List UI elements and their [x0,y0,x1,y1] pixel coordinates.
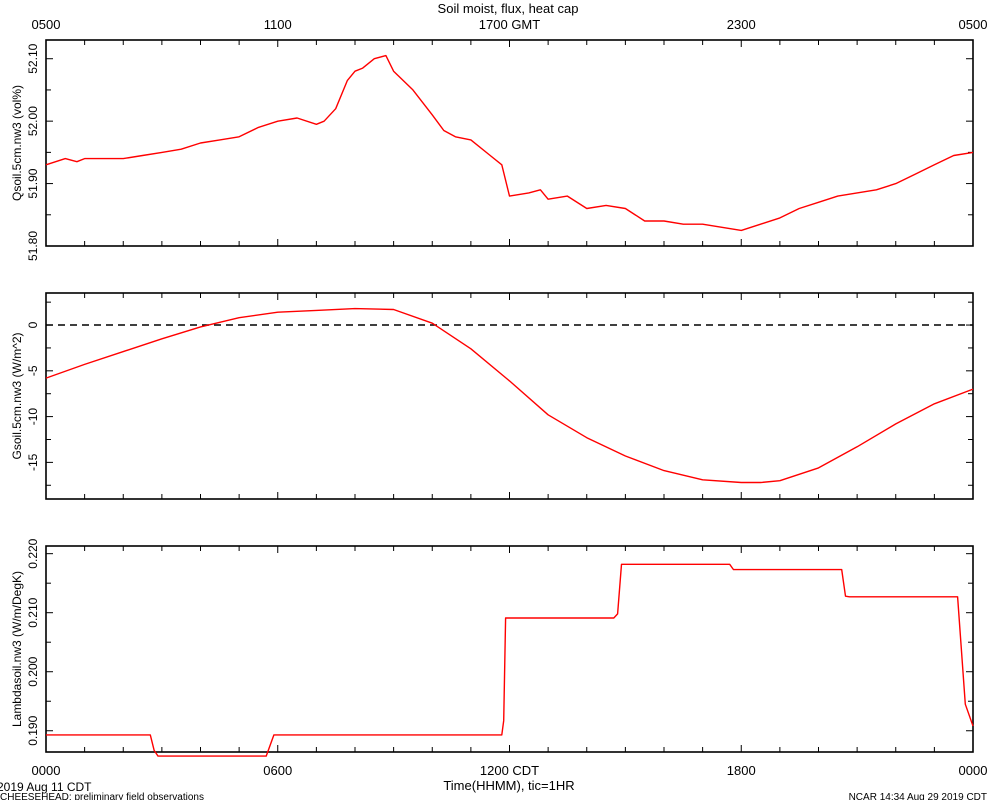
top-tick-label-4: 0500 [959,17,988,32]
y-axis-label-p2: Gsoil.5cm.nw3 (W/m^2) [10,333,24,460]
y-axis-label-p1: Qsoil.5cm.nw3 (vol%) [10,85,24,201]
top-axis-labels: 0500 1100 1700 GMT 2300 0500 [32,17,988,32]
y-tick-label-p2-1: -10 [26,408,40,426]
start-date-label: 2019 Aug 11 CDT [0,780,92,794]
panel-2-frame [45,292,974,500]
footer-right: NCAR 14:34 Aug 29 2019 CDT [849,792,987,800]
y-tick-label-p2-0: -15 [26,453,40,471]
y-tick-label-p2-2: -5 [26,365,40,376]
bottom-tick-label-0: 0000 [32,763,61,778]
top-tick-label-2: 1700 GMT [479,17,540,32]
panel-3-frame [45,545,974,753]
footer-left: CHEESEHEAD: preliminary field observatio… [0,792,204,800]
bottom-tick-label-2: 1200 CDT [480,763,539,778]
y-axis-label-p3: Lambdasoil.nw3 (W/m/DegK) [10,571,24,727]
top-tick-label-1: 1100 [264,17,292,32]
bottom-axis-labels: 0000 0600 1200 CDT 1800 0000 [32,763,988,778]
series-line-p3 [46,563,974,757]
chart-title: Soil moist, flux, heat cap [438,1,579,16]
y-tick-label-p1-0: 51.80 [26,231,40,261]
y-tick-label-p3-1: 0.200 [26,656,40,686]
y-tick-label-p3-2: 0.210 [26,597,40,627]
bottom-tick-label-3: 1800 [727,763,756,778]
y-tick-label-p1-2: 52.00 [26,106,40,136]
y-tick-label-p1-3: 52.10 [26,43,40,73]
top-tick-label-3: 2300 [727,17,756,32]
x-axis-label: Time(HHMM), tic=1HR [443,778,574,793]
series-line-p1 [45,54,974,232]
y-tick-label-p3-0: 0.190 [26,715,40,745]
y-tick-label-p1-1: 51.90 [26,168,40,198]
y-tick-label-p2-3: 0 [26,321,40,328]
top-tick-label-0: 0500 [32,17,61,32]
series-line-p2 [45,307,974,484]
y-tick-label-p3-3: 0.220 [26,538,40,568]
bottom-tick-label-1: 0600 [263,763,292,778]
bottom-tick-label-4: 0000 [959,763,988,778]
panel-1-frame [45,39,974,247]
